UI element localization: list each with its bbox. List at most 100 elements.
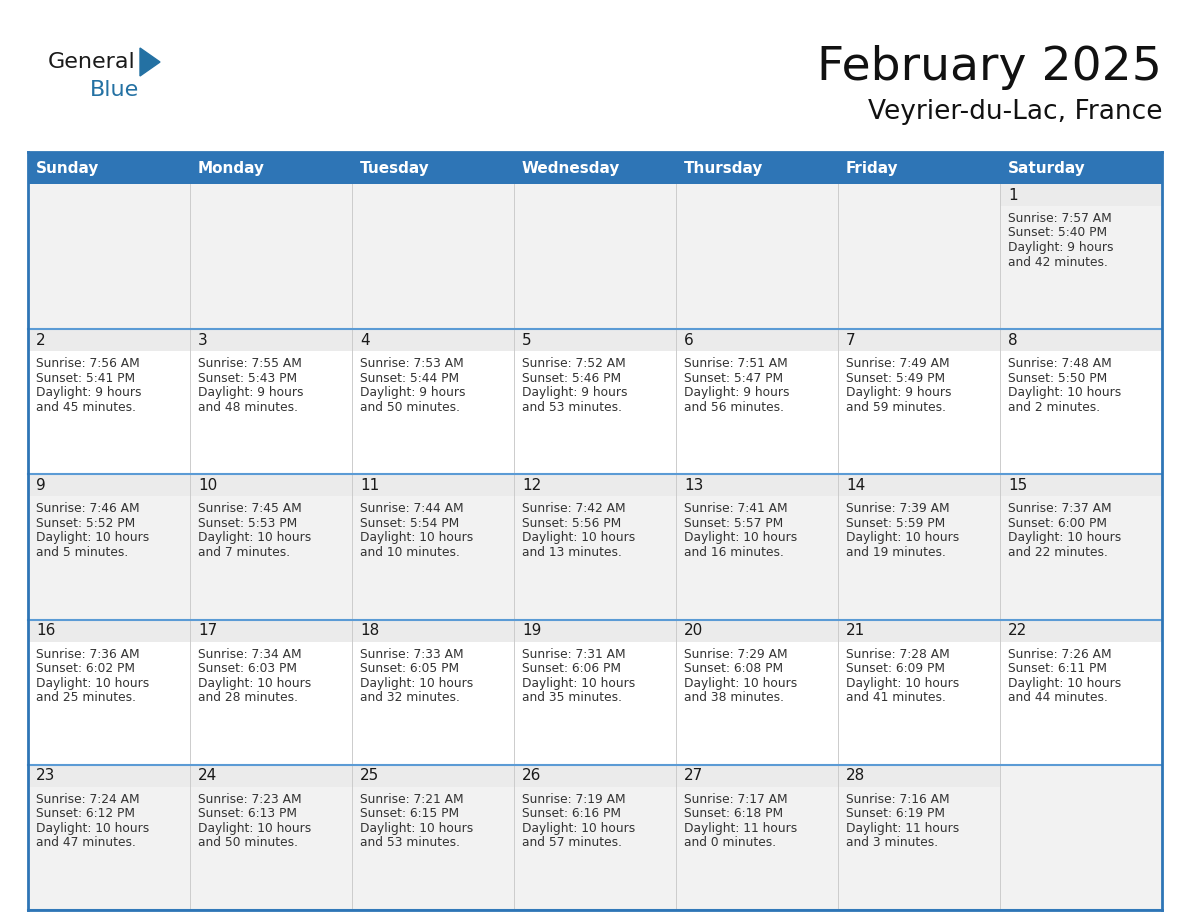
Bar (29, 330, 190, 352)
Bar (838, 475, 1000, 497)
Bar (352, 330, 514, 475)
Text: Saturday: Saturday (1007, 161, 1086, 175)
Text: and 45 minutes.: and 45 minutes. (36, 400, 135, 414)
Text: Sunrise: 7:55 AM: Sunrise: 7:55 AM (198, 357, 302, 370)
Text: Sunset: 5:57 PM: Sunset: 5:57 PM (684, 517, 783, 530)
Bar (29, 620, 190, 765)
Text: and 32 minutes.: and 32 minutes. (360, 691, 460, 704)
Bar (676, 330, 838, 352)
Text: and 0 minutes.: and 0 minutes. (684, 836, 776, 849)
Text: 21: 21 (846, 623, 865, 638)
Text: and 50 minutes.: and 50 minutes. (198, 836, 298, 849)
Bar (29, 765, 190, 910)
Bar (352, 475, 514, 620)
Text: Sunrise: 7:33 AM: Sunrise: 7:33 AM (360, 647, 463, 661)
Text: and 47 minutes.: and 47 minutes. (36, 836, 135, 849)
Bar (838, 330, 1000, 352)
Text: 7: 7 (846, 332, 855, 348)
Text: Sunset: 5:50 PM: Sunset: 5:50 PM (1007, 372, 1107, 385)
Bar (676, 475, 838, 620)
Text: Sunset: 6:15 PM: Sunset: 6:15 PM (360, 807, 459, 821)
Bar (514, 184, 676, 330)
Text: Sunrise: 7:46 AM: Sunrise: 7:46 AM (36, 502, 140, 515)
Bar (29, 475, 190, 620)
Text: Sunrise: 7:53 AM: Sunrise: 7:53 AM (360, 357, 463, 370)
Text: 20: 20 (684, 623, 703, 638)
Text: Daylight: 10 hours: Daylight: 10 hours (198, 677, 311, 689)
Text: Sunrise: 7:48 AM: Sunrise: 7:48 AM (1007, 357, 1112, 370)
Text: and 42 minutes.: and 42 minutes. (1007, 255, 1108, 268)
Bar (838, 330, 1000, 475)
Text: and 53 minutes.: and 53 minutes. (360, 836, 460, 849)
Text: and 13 minutes.: and 13 minutes. (522, 546, 621, 559)
Text: Daylight: 10 hours: Daylight: 10 hours (522, 532, 636, 544)
Text: Sunset: 6:18 PM: Sunset: 6:18 PM (684, 807, 783, 821)
Bar (1000, 475, 1162, 620)
Text: 3: 3 (198, 332, 208, 348)
Bar (1000, 620, 1162, 642)
Text: Daylight: 10 hours: Daylight: 10 hours (1007, 532, 1121, 544)
Bar (1000, 184, 1162, 206)
Bar (190, 184, 352, 330)
Bar (838, 765, 1000, 787)
Text: Daylight: 10 hours: Daylight: 10 hours (360, 532, 473, 544)
Text: Daylight: 10 hours: Daylight: 10 hours (846, 532, 959, 544)
Bar (29, 765, 190, 787)
Bar (838, 620, 1000, 765)
Text: Sunset: 5:49 PM: Sunset: 5:49 PM (846, 372, 946, 385)
Text: Sunset: 5:43 PM: Sunset: 5:43 PM (198, 372, 297, 385)
Text: and 16 minutes.: and 16 minutes. (684, 546, 784, 559)
Text: and 59 minutes.: and 59 minutes. (846, 400, 946, 414)
Text: Daylight: 10 hours: Daylight: 10 hours (1007, 386, 1121, 399)
Text: and 50 minutes.: and 50 minutes. (360, 400, 460, 414)
Text: Sunset: 6:13 PM: Sunset: 6:13 PM (198, 807, 297, 821)
Text: and 53 minutes.: and 53 minutes. (522, 400, 623, 414)
Text: and 2 minutes.: and 2 minutes. (1007, 400, 1100, 414)
Text: Sunset: 6:19 PM: Sunset: 6:19 PM (846, 807, 944, 821)
Bar (514, 475, 676, 497)
Bar (838, 184, 1000, 330)
Text: Sunrise: 7:29 AM: Sunrise: 7:29 AM (684, 647, 788, 661)
Text: 11: 11 (360, 478, 379, 493)
Text: and 22 minutes.: and 22 minutes. (1007, 546, 1108, 559)
Text: Sunset: 6:02 PM: Sunset: 6:02 PM (36, 662, 135, 675)
Text: Sunset: 6:09 PM: Sunset: 6:09 PM (846, 662, 944, 675)
Text: 12: 12 (522, 478, 542, 493)
Text: and 5 minutes.: and 5 minutes. (36, 546, 128, 559)
Text: Daylight: 9 hours: Daylight: 9 hours (36, 386, 141, 399)
Text: Sunrise: 7:49 AM: Sunrise: 7:49 AM (846, 357, 949, 370)
Text: Tuesday: Tuesday (360, 161, 430, 175)
Bar (676, 765, 838, 910)
Bar (676, 330, 838, 475)
Text: Sunset: 5:53 PM: Sunset: 5:53 PM (198, 517, 297, 530)
Text: and 44 minutes.: and 44 minutes. (1007, 691, 1108, 704)
Text: 22: 22 (1007, 623, 1028, 638)
Text: Daylight: 10 hours: Daylight: 10 hours (36, 677, 150, 689)
Text: 24: 24 (198, 768, 217, 783)
Text: Sunset: 5:47 PM: Sunset: 5:47 PM (684, 372, 783, 385)
Text: Sunrise: 7:19 AM: Sunrise: 7:19 AM (522, 793, 626, 806)
Text: Sunrise: 7:31 AM: Sunrise: 7:31 AM (522, 647, 626, 661)
Bar (29, 330, 190, 475)
Bar (352, 620, 514, 765)
Text: 8: 8 (1007, 332, 1018, 348)
Text: and 41 minutes.: and 41 minutes. (846, 691, 946, 704)
Bar (838, 475, 1000, 620)
Polygon shape (140, 48, 160, 76)
Text: 10: 10 (198, 478, 217, 493)
Text: Daylight: 9 hours: Daylight: 9 hours (1007, 241, 1113, 254)
Text: 16: 16 (36, 623, 56, 638)
Text: Daylight: 9 hours: Daylight: 9 hours (360, 386, 466, 399)
Text: Sunset: 6:05 PM: Sunset: 6:05 PM (360, 662, 459, 675)
Text: Daylight: 11 hours: Daylight: 11 hours (684, 822, 797, 834)
Text: Sunset: 5:44 PM: Sunset: 5:44 PM (360, 372, 459, 385)
Bar (190, 475, 352, 497)
Text: Sunset: 5:59 PM: Sunset: 5:59 PM (846, 517, 946, 530)
Text: Daylight: 10 hours: Daylight: 10 hours (1007, 677, 1121, 689)
Bar (514, 330, 676, 475)
Bar (29, 475, 190, 497)
Text: Daylight: 10 hours: Daylight: 10 hours (522, 822, 636, 834)
Text: Daylight: 10 hours: Daylight: 10 hours (198, 532, 311, 544)
Text: Veyrier-du-Lac, France: Veyrier-du-Lac, France (867, 99, 1162, 125)
Text: 19: 19 (522, 623, 542, 638)
